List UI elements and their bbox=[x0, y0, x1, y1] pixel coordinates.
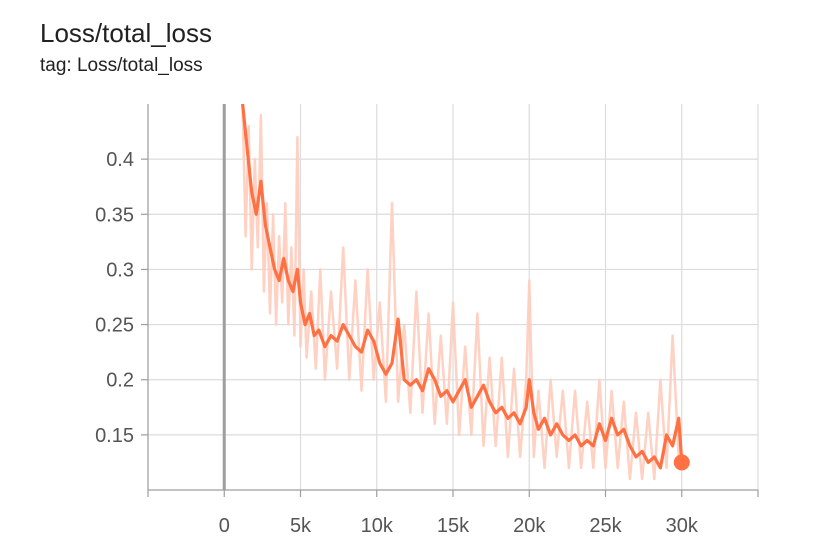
last-point-marker bbox=[673, 454, 690, 471]
y-tick-label: 0.4 bbox=[106, 149, 134, 171]
x-tick-label: 30k bbox=[666, 515, 699, 537]
chart-grid bbox=[147, 104, 759, 490]
chart-title: Loss/total_loss bbox=[40, 18, 212, 48]
y-tick-label: 0.2 bbox=[106, 370, 134, 392]
y-tick-label: 0.15 bbox=[95, 425, 134, 447]
chart-tag: tag: Loss/total_loss bbox=[40, 55, 203, 76]
smoothed-loss-series bbox=[241, 104, 684, 470]
chart-header: Loss/total_loss tag: Loss/total_loss bbox=[40, 16, 212, 78]
y-tick-label: 0.25 bbox=[95, 315, 134, 337]
x-tick-label: 25k bbox=[589, 515, 622, 537]
x-tick-label: 0 bbox=[219, 515, 230, 537]
x-tick-label: 10k bbox=[361, 515, 394, 537]
x-tick-label: 15k bbox=[437, 515, 470, 537]
x-tick-label: 20k bbox=[513, 515, 546, 537]
chart-plot-area bbox=[241, 104, 690, 481]
chart-tick-labels: 0.15 0.2 0.25 0.3 0.35 0.4 0 5k 10k 15k 20k 25k 30k bbox=[95, 149, 699, 537]
chart-axes bbox=[141, 104, 759, 497]
y-tick-label: 0.35 bbox=[95, 204, 134, 226]
y-tick-label: 0.3 bbox=[106, 259, 134, 281]
x-tick-label: 5k bbox=[290, 515, 312, 537]
raw-loss-series bbox=[241, 104, 682, 481]
